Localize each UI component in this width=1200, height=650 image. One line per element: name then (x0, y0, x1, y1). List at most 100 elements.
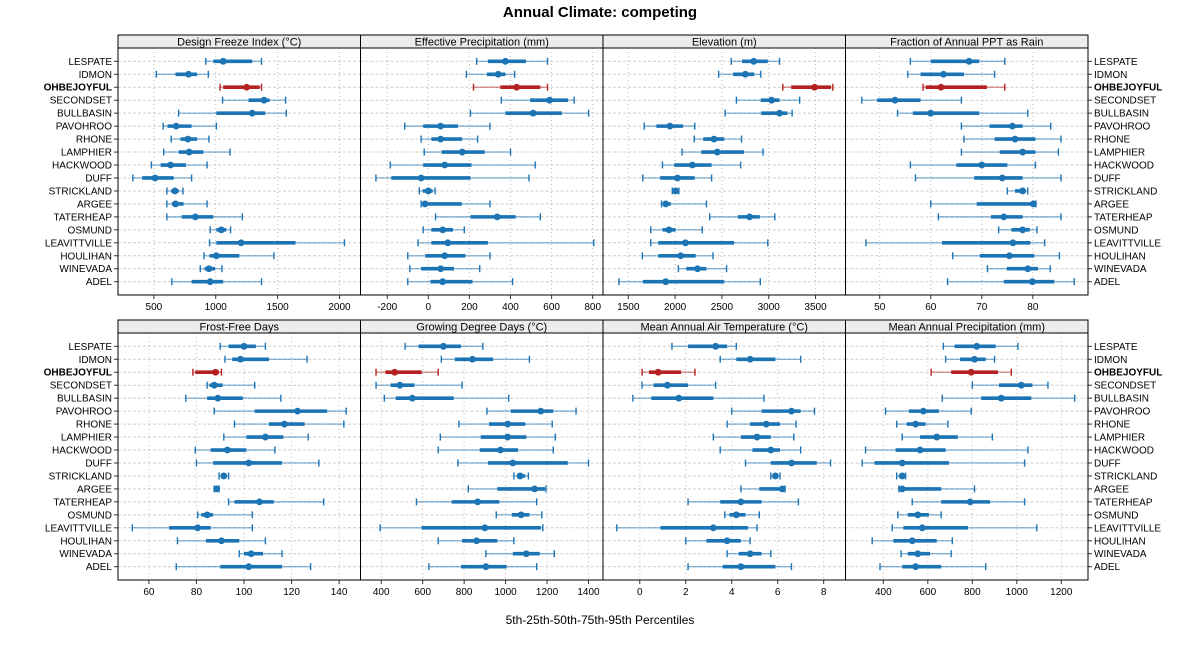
median-dot (441, 161, 449, 169)
interval-taterheap (434, 213, 542, 221)
station-label-left-lespate-row0: LESPATE (68, 57, 112, 68)
station-label-left-pavohroo-row1: PAVOHROO (56, 407, 113, 418)
interval-lamphier (960, 148, 1060, 156)
interval-pavohroo (162, 122, 218, 130)
x-tick-label: 8 (821, 587, 827, 598)
median-dot (677, 252, 685, 260)
x-axis-label: 5th-25th-50th-75th-95th Percentiles (505, 613, 695, 627)
median-dot (212, 252, 220, 260)
median-dot (746, 550, 754, 558)
median-dot (737, 498, 745, 506)
station-label-right-ohbejoyful-row0: OHBEJOYFUL (1094, 83, 1162, 94)
strip-title: Design Freeze Index (°C) (177, 37, 301, 49)
median-dot (937, 83, 945, 91)
interval-argee (467, 485, 547, 493)
panel-mean-annual-precipitation-mm: Mean Annual Precipitation (mm) 400 600 800 1… (845, 319, 1089, 598)
interval-taterheap (937, 213, 1062, 221)
interval-adel (618, 278, 761, 286)
interval-bullbasin (469, 109, 590, 117)
panel-growing-degree-days-c: Growing Degree Days (°C) 400 600 800 1000 120… (360, 319, 604, 598)
median-dot (522, 550, 530, 558)
station-label-right-houlihan-row1: HOULIHAN (1094, 536, 1146, 547)
interval-bullbasin (185, 394, 282, 402)
interval-lespate (730, 57, 781, 65)
interval-strickland (513, 472, 530, 480)
station-label-left-hackwood-row1: HACKWOOD (52, 446, 112, 457)
median-dot (248, 109, 256, 117)
interval-duff (375, 174, 530, 182)
x-tick-label: 4 (729, 587, 735, 598)
interval-adel (879, 563, 987, 571)
interval-taterheap (709, 213, 776, 221)
median-dot (1017, 381, 1025, 389)
x-tick-label: 500 (146, 302, 163, 313)
interval-argee (898, 485, 976, 493)
interval-lespate (404, 342, 484, 350)
median-dot (458, 148, 466, 156)
interval-houlihan (871, 537, 953, 545)
panel-bg (118, 48, 361, 295)
x-tick-label: 600 (543, 302, 560, 313)
strip-title: Frost-Free Days (200, 322, 280, 334)
interval-houlihan (641, 252, 714, 260)
median-dot (240, 342, 248, 350)
interval-rhone (693, 135, 743, 143)
interval-taterheap (687, 498, 800, 506)
median-dot (444, 239, 452, 247)
median-dot (663, 381, 671, 389)
station-label-left-strickland-row0: STRICKLAND (49, 186, 112, 197)
median-dot (737, 563, 745, 571)
x-tick-label: 2 (683, 587, 689, 598)
median-dot (494, 70, 502, 78)
median-dot (213, 485, 221, 493)
interval-osmund (897, 511, 942, 519)
interval-duff (457, 459, 590, 467)
x-tick-label: 1000 (1006, 587, 1029, 598)
median-dot (396, 381, 404, 389)
interval-bullbasin (383, 394, 510, 402)
station-label-right-bullbasin-row1: BULLBASIN (1094, 394, 1149, 405)
station-label-right-adel-row0: ADEL (1094, 277, 1121, 288)
station-label-right-hackwood-row0: HACKWOOD (1094, 161, 1154, 172)
panel-bg (360, 48, 603, 295)
station-label-right-leavittville-row0: LEAVITTVILLE (1094, 238, 1161, 249)
interval-leavittville (417, 239, 595, 247)
median-dot (675, 394, 683, 402)
interval-rhone (233, 420, 345, 428)
x-tick-label: 600 (919, 587, 936, 598)
median-dot (998, 174, 1006, 182)
interval-ohbejoyful (192, 368, 223, 376)
station-label-left-hackwood-row0: HACKWOOD (52, 161, 112, 172)
median-dot (281, 420, 288, 428)
median-dot (1009, 122, 1016, 130)
x-tick-label: 60 (925, 302, 937, 313)
interval-strickland (1006, 187, 1029, 195)
interval-winevada (726, 550, 772, 558)
interval-hackwood (661, 161, 742, 169)
interval-secondset (971, 381, 1049, 389)
median-dot (212, 368, 219, 376)
x-tick-label: 1500 (617, 302, 640, 313)
median-dot (666, 122, 674, 130)
interval-leavittville (650, 239, 769, 247)
interval-idmon (907, 70, 996, 78)
interval-duff (861, 459, 1026, 467)
station-label-left-leavittville-row0: LEAVITTVILLE (45, 238, 112, 249)
median-dot (1009, 239, 1017, 247)
median-dot (237, 239, 245, 247)
median-dot (927, 109, 935, 117)
interval-secondset (221, 96, 287, 104)
median-dot (709, 524, 717, 532)
median-dot (219, 57, 227, 65)
strip-title: Effective Precipitation (mm) (415, 37, 549, 49)
median-dot (788, 459, 795, 467)
station-label-right-secondset-row0: SECONDSET (1094, 96, 1156, 107)
median-dot (223, 446, 231, 454)
interval-adel (687, 563, 793, 571)
station-label-right-taterheap-row0: TATERHEAP (1094, 212, 1153, 223)
median-dot (504, 420, 512, 428)
interval-pavohroo (960, 122, 1052, 130)
x-tick-label: 1000 (494, 587, 517, 598)
panel-design-freeze-index-c: Design Freeze Index (°C) 500 1000 1500 2000 (117, 34, 361, 313)
median-dot (1019, 226, 1027, 234)
